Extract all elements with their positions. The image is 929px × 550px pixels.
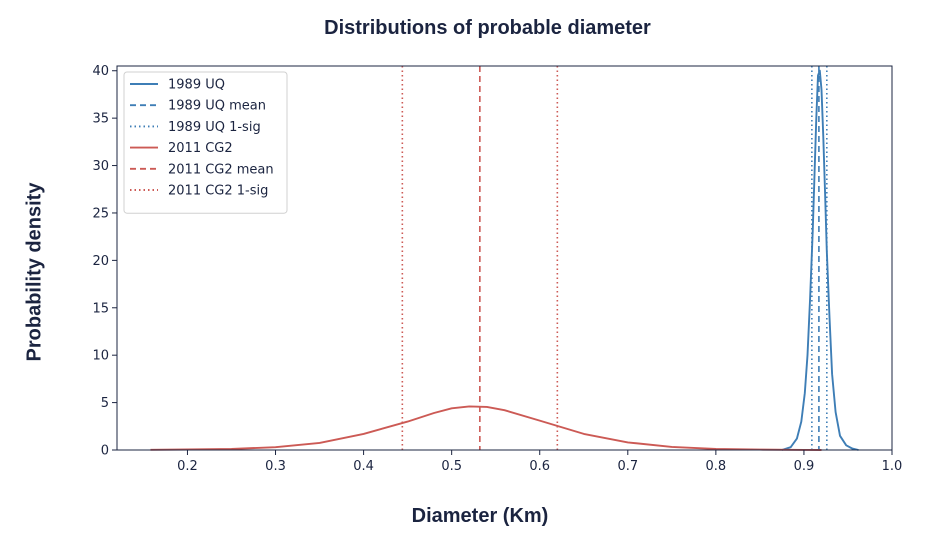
x-tick-label: 0.7 — [617, 459, 638, 474]
y-tick-label: 25 — [92, 206, 109, 221]
y-tick-label: 15 — [92, 301, 109, 316]
x-axis-label: Diameter (Km) — [411, 505, 549, 527]
y-axis: 0 5 10 15 20 25 30 35 40 — [92, 64, 117, 459]
x-tick-label: 0.2 — [177, 459, 198, 474]
y-tick-label: 35 — [92, 112, 109, 127]
x-tick-label: 0.4 — [353, 459, 374, 474]
legend: 1989 UQ 1989 UQ mean 1989 UQ 1-sig 2011 CG2… — [123, 71, 288, 214]
y-tick-label: 10 — [92, 349, 109, 364]
y-tick-label: 40 — [92, 64, 109, 79]
legend-label-1989-uq: 1989 UQ — [168, 78, 225, 93]
x-tick-label: 0.6 — [529, 459, 550, 474]
x-tick-label: 0.8 — [706, 459, 727, 474]
y-tick-label: 5 — [101, 396, 109, 411]
legend-box — [123, 71, 288, 214]
legend-label-2011-cg2: 2011 CG2 — [168, 141, 233, 156]
legend-label-1989-uq-mean: 1989 UQ mean — [168, 99, 266, 114]
x-tick-label: 0.9 — [794, 459, 815, 474]
plot-frame — [116, 65, 893, 451]
legend-label-2011-cg2-mean: 2011 CG2 mean — [168, 162, 274, 177]
y-tick-label: 0 — [101, 444, 109, 459]
y-tick-label: 20 — [92, 254, 109, 269]
chart-title: Distributions of probable diameter — [324, 17, 651, 39]
plot-area — [150, 66, 859, 451]
x-tick-label: 0.5 — [441, 459, 462, 474]
legend-label-2011-cg2-1-sig: 2011 CG2 1-sig — [168, 184, 268, 199]
y-tick-label: 30 — [92, 159, 109, 174]
x-axis: 0.2 0.3 0.4 0.5 0.6 0.7 0.8 0.9 1.0 — [177, 450, 902, 474]
x-tick-label: 1.0 — [882, 459, 903, 474]
series-line-2011-cg2 — [150, 405, 822, 451]
legend-label-1989-uq-1-sig: 1989 UQ 1-sig — [168, 120, 261, 135]
x-tick-label: 0.3 — [265, 459, 286, 474]
series-line-1989-uq — [781, 69, 859, 451]
